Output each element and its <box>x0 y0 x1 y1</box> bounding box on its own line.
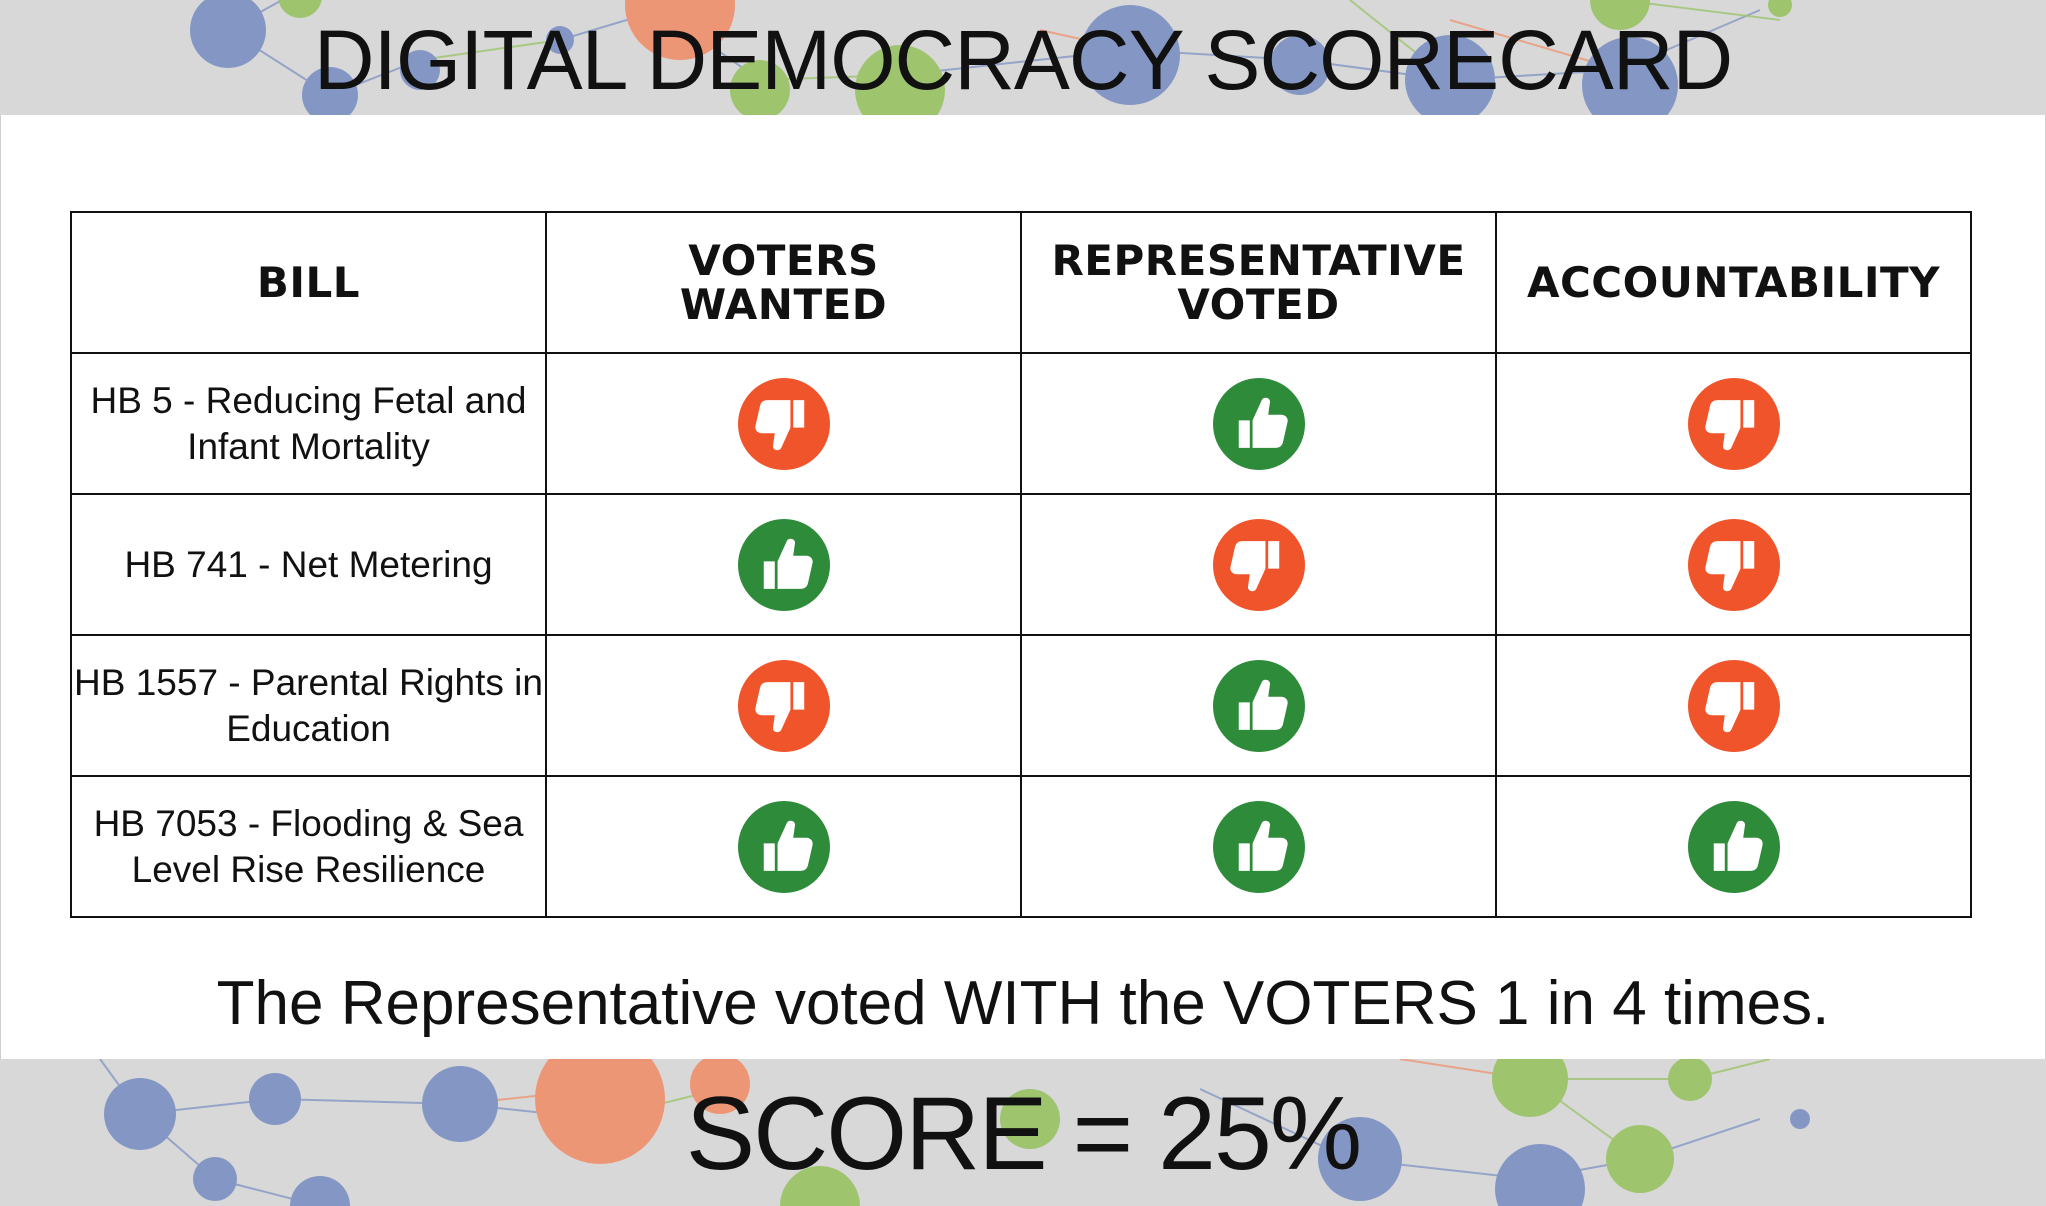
header-accountability: ACCOUNTABILITY <box>1495 211 1972 354</box>
header-accountability-label: ACCOUNTABILITY <box>1526 257 1941 307</box>
thumbs-down-icon <box>737 377 830 470</box>
thumbs-down-icon <box>1687 518 1780 611</box>
table-row: HB 5 - Reducing Fetal and Infant Mortali… <box>70 352 1972 495</box>
page-title: DIGITAL DEMOCRACY SCORECARD <box>313 13 1733 107</box>
accountability-cell <box>1495 775 1972 918</box>
summary-text: The Representative voted WITH the VOTERS… <box>216 969 1830 1038</box>
score-text: SCORE = 25% <box>685 1076 1363 1192</box>
network-graphic-top <box>190 0 1792 115</box>
voters-wanted-cell <box>545 493 1022 636</box>
table-header-row: BILL VOTERS WANTED REPRESENTATIVE VOTED … <box>70 211 1972 354</box>
header-voters-wanted-label: VOTERS WANTED <box>679 235 888 329</box>
voters-wanted-cell <box>545 634 1022 777</box>
header-representative-voted: REPRESENTATIVE VOTED <box>1020 211 1497 354</box>
table-row: HB 741 - Net Metering <box>70 493 1972 636</box>
header-representative-voted-label: REPRESENTATIVE VOTED <box>1051 235 1466 329</box>
thumbs-up-icon <box>737 800 830 893</box>
voters-wanted-cell <box>545 775 1022 918</box>
bill-name-cell: HB 741 - Net Metering <box>70 493 547 636</box>
thumbs-down-icon <box>1212 518 1305 611</box>
header-bill: BILL <box>70 211 547 354</box>
network-graphic-bottom <box>99 1059 1810 1206</box>
header-bill-label: BILL <box>256 257 361 307</box>
table-row: HB 1557 - Parental Rights in Education <box>70 634 1972 777</box>
voters-wanted-cell <box>545 352 1022 495</box>
accountability-cell <box>1495 493 1972 636</box>
header-band: DIGITAL DEMOCRACY SCORECARD <box>0 0 2046 115</box>
scorecard-table: BILL VOTERS WANTED REPRESENTATIVE VOTED … <box>70 211 1972 918</box>
header-voters-wanted: VOTERS WANTED <box>545 211 1022 354</box>
bill-name-cell: HB 1557 - Parental Rights in Education <box>70 634 547 777</box>
representative-voted-cell <box>1020 634 1497 777</box>
bill-name-cell: HB 5 - Reducing Fetal and Infant Mortali… <box>70 352 547 495</box>
thumbs-down-icon <box>737 659 830 752</box>
thumbs-up-icon <box>737 518 830 611</box>
thumbs-down-icon <box>1687 377 1780 470</box>
thumbs-up-icon <box>1212 377 1305 470</box>
representative-voted-cell <box>1020 493 1497 636</box>
bill-name-cell: HB 7053 - Flooding & Sea Level Rise Resi… <box>70 775 547 918</box>
accountability-cell <box>1495 352 1972 495</box>
footer-band: SCORE = 25% <box>0 1059 2046 1206</box>
representative-voted-cell <box>1020 775 1497 918</box>
accountability-cell <box>1495 634 1972 777</box>
table-row: HB 7053 - Flooding & Sea Level Rise Resi… <box>70 775 1972 918</box>
thumbs-down-icon <box>1687 659 1780 752</box>
thumbs-up-icon <box>1212 800 1305 893</box>
thumbs-up-icon <box>1212 659 1305 752</box>
thumbs-up-icon <box>1687 800 1780 893</box>
representative-voted-cell <box>1020 352 1497 495</box>
